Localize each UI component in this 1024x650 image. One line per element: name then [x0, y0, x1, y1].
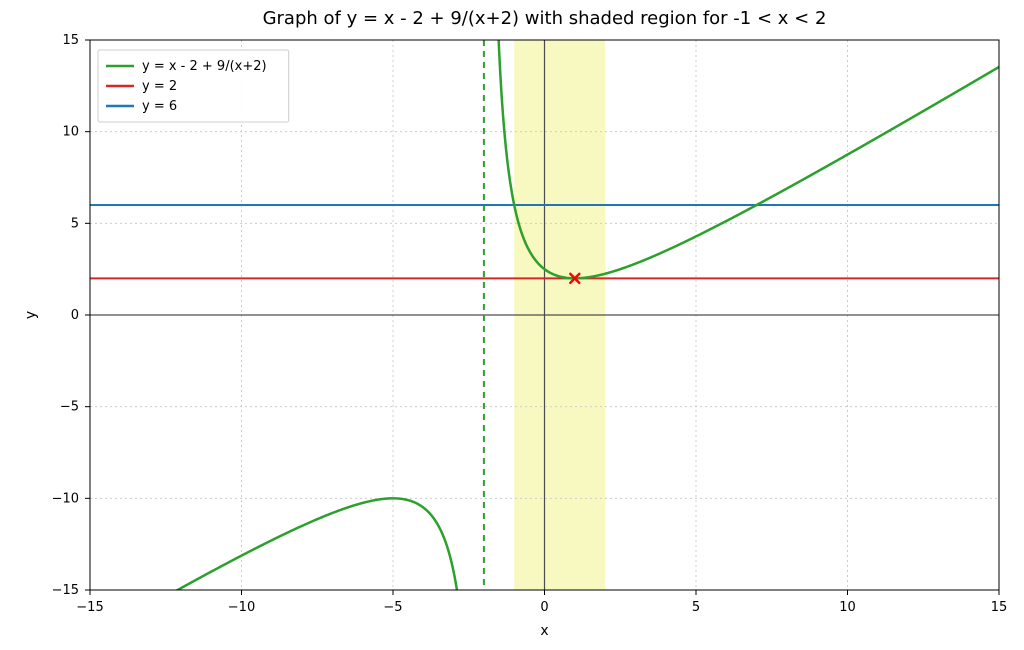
- ytick-label: −10: [52, 491, 79, 506]
- legend-label: y = 6: [142, 99, 177, 114]
- legend: y = x - 2 + 9/(x+2) y = 2 y = 6: [98, 50, 289, 122]
- ytick-label: 10: [62, 125, 79, 140]
- chart-title: Graph of y = x - 2 + 9/(x+2) with shaded…: [263, 8, 827, 29]
- xtick-label: −15: [76, 600, 103, 615]
- xtick-label: −10: [228, 600, 255, 615]
- ytick-label: 15: [62, 33, 79, 48]
- xtick-label: 5: [692, 600, 700, 615]
- chart-svg: −15 −10 −5 0 5 10 15 −15 −10 −5 0 5 10 15 x y Graph of y…: [0, 0, 1024, 650]
- ytick-label: 5: [71, 216, 79, 231]
- xtick-label: 0: [540, 600, 548, 615]
- xtick-label: 10: [839, 600, 856, 615]
- ytick-label: 0: [71, 308, 79, 323]
- x-axis-label: x: [540, 623, 548, 639]
- ytick-label: −5: [60, 400, 79, 415]
- legend-label: y = x - 2 + 9/(x+2): [142, 59, 267, 74]
- y-axis-label: y: [23, 311, 39, 319]
- chart-container: −15 −10 −5 0 5 10 15 −15 −10 −5 0 5 10 15 x y Graph of y…: [0, 0, 1024, 650]
- legend-label: y = 2: [142, 79, 177, 94]
- ytick-label: −15: [52, 583, 79, 598]
- xtick-label: 15: [991, 600, 1008, 615]
- xtick-label: −5: [383, 600, 402, 615]
